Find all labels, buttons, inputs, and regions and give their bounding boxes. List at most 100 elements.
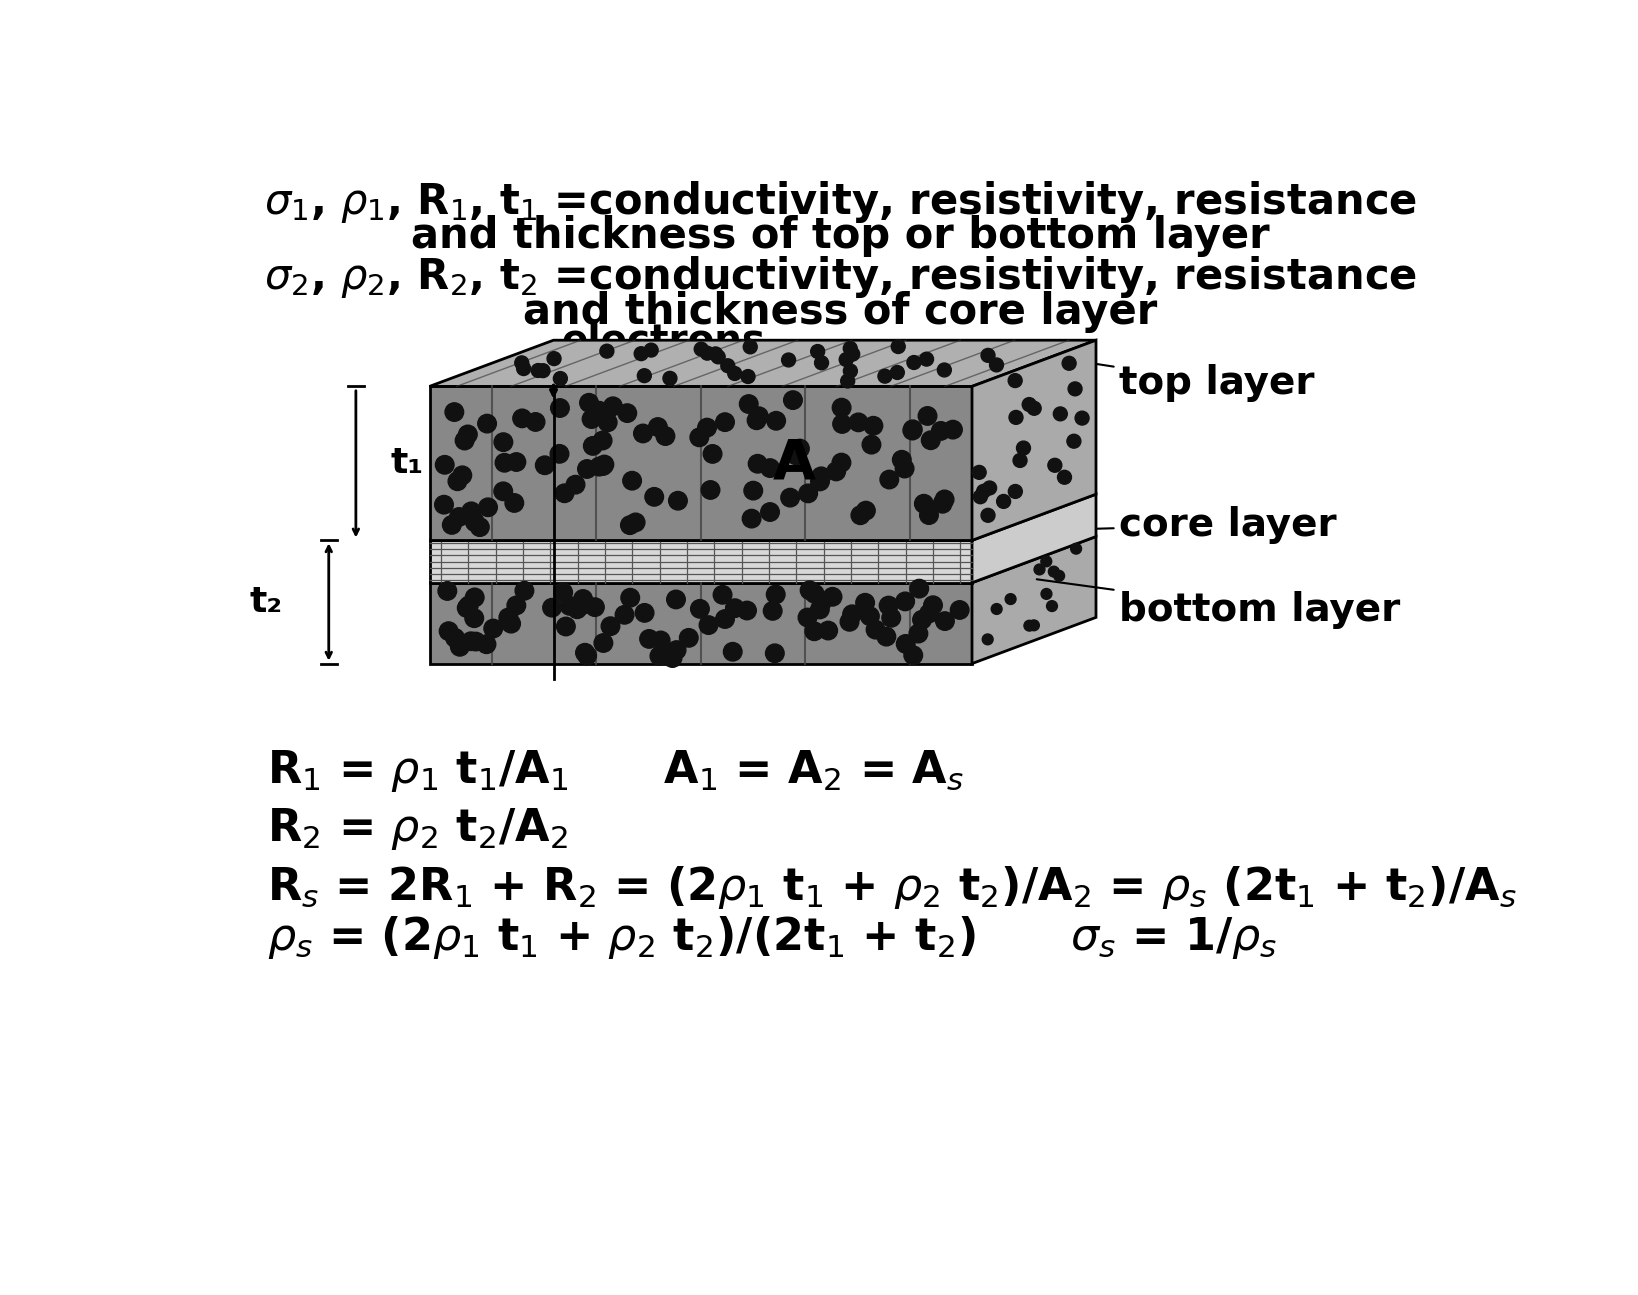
Circle shape <box>652 631 670 650</box>
Circle shape <box>788 447 806 465</box>
Circle shape <box>848 413 868 431</box>
Circle shape <box>943 421 962 439</box>
Polygon shape <box>971 341 1096 540</box>
Circle shape <box>840 613 858 631</box>
Circle shape <box>703 444 722 464</box>
Circle shape <box>880 596 898 615</box>
Circle shape <box>781 488 799 506</box>
Circle shape <box>581 409 601 429</box>
Circle shape <box>701 480 719 499</box>
Circle shape <box>508 596 526 615</box>
Polygon shape <box>971 536 1096 663</box>
Circle shape <box>1047 601 1058 611</box>
Circle shape <box>531 364 545 377</box>
Circle shape <box>1009 411 1024 425</box>
Circle shape <box>737 601 757 620</box>
Circle shape <box>1009 374 1022 387</box>
Circle shape <box>713 585 732 603</box>
Circle shape <box>819 622 837 640</box>
Circle shape <box>896 460 914 478</box>
Circle shape <box>600 344 614 359</box>
Circle shape <box>711 350 726 364</box>
Circle shape <box>893 451 911 469</box>
Circle shape <box>812 593 830 611</box>
Circle shape <box>934 495 952 513</box>
Circle shape <box>634 347 649 360</box>
Circle shape <box>645 488 663 506</box>
Circle shape <box>536 364 550 378</box>
Circle shape <box>783 391 803 409</box>
Circle shape <box>1027 401 1042 416</box>
Circle shape <box>457 598 477 618</box>
Circle shape <box>601 616 619 636</box>
Circle shape <box>832 453 850 471</box>
Circle shape <box>839 352 853 366</box>
Circle shape <box>560 597 578 615</box>
Circle shape <box>727 366 742 381</box>
Circle shape <box>634 425 652 443</box>
Circle shape <box>709 347 722 361</box>
Circle shape <box>575 644 595 662</box>
Circle shape <box>568 600 586 619</box>
Polygon shape <box>971 495 1096 583</box>
Circle shape <box>919 407 937 425</box>
Circle shape <box>989 357 1004 372</box>
Circle shape <box>857 501 875 519</box>
Circle shape <box>459 425 477 444</box>
Circle shape <box>799 484 817 502</box>
Circle shape <box>1075 412 1089 425</box>
Circle shape <box>798 609 817 627</box>
Circle shape <box>450 508 468 526</box>
Circle shape <box>1006 593 1016 605</box>
Circle shape <box>495 482 513 501</box>
Circle shape <box>919 506 939 524</box>
Circle shape <box>804 622 824 641</box>
Circle shape <box>881 609 901 627</box>
Circle shape <box>724 642 742 660</box>
Circle shape <box>937 363 952 377</box>
Circle shape <box>690 429 709 447</box>
Circle shape <box>907 356 921 369</box>
Circle shape <box>695 342 708 356</box>
Circle shape <box>919 352 934 366</box>
Circle shape <box>811 473 829 491</box>
Circle shape <box>760 458 780 478</box>
Polygon shape <box>429 540 971 583</box>
Circle shape <box>459 597 478 615</box>
Circle shape <box>595 456 614 474</box>
Circle shape <box>867 620 885 638</box>
Circle shape <box>513 409 531 427</box>
Circle shape <box>436 456 454 474</box>
Circle shape <box>827 462 845 480</box>
Circle shape <box>547 352 562 365</box>
Circle shape <box>904 646 922 664</box>
Circle shape <box>844 605 862 623</box>
Text: $\sigma_2$, $\rho_2$, R$_2$, t$_2$ =conductivity, resistivity, resistance: $\sigma_2$, $\rho_2$, R$_2$, t$_2$ =cond… <box>264 254 1417 300</box>
Circle shape <box>598 413 618 431</box>
Circle shape <box>976 484 991 499</box>
Circle shape <box>855 593 875 613</box>
Text: R$_2$ = $\rho_2$ t$_2$/A$_2$: R$_2$ = $\rho_2$ t$_2$/A$_2$ <box>267 805 568 852</box>
Circle shape <box>812 467 830 486</box>
Circle shape <box>935 491 953 509</box>
Circle shape <box>442 515 462 534</box>
Circle shape <box>593 457 613 475</box>
Circle shape <box>462 632 480 650</box>
Circle shape <box>791 439 809 458</box>
Circle shape <box>912 610 932 629</box>
Text: core layer: core layer <box>1094 506 1337 544</box>
Circle shape <box>716 610 734 628</box>
Text: R$_1$ = $\rho_1$ t$_1$/A$_1$      A$_1$ = A$_2$ = A$_s$: R$_1$ = $\rho_1$ t$_1$/A$_1$ A$_1$ = A$_… <box>267 749 965 794</box>
Circle shape <box>465 609 483 628</box>
Circle shape <box>765 644 785 663</box>
Circle shape <box>616 606 634 624</box>
Circle shape <box>740 369 755 383</box>
Circle shape <box>891 365 904 379</box>
Circle shape <box>516 361 531 376</box>
Circle shape <box>767 585 785 603</box>
Circle shape <box>593 431 613 449</box>
Circle shape <box>806 584 824 603</box>
Circle shape <box>811 344 824 359</box>
Circle shape <box>996 495 1011 509</box>
Text: and thickness of top or bottom layer: and thickness of top or bottom layer <box>411 215 1269 258</box>
